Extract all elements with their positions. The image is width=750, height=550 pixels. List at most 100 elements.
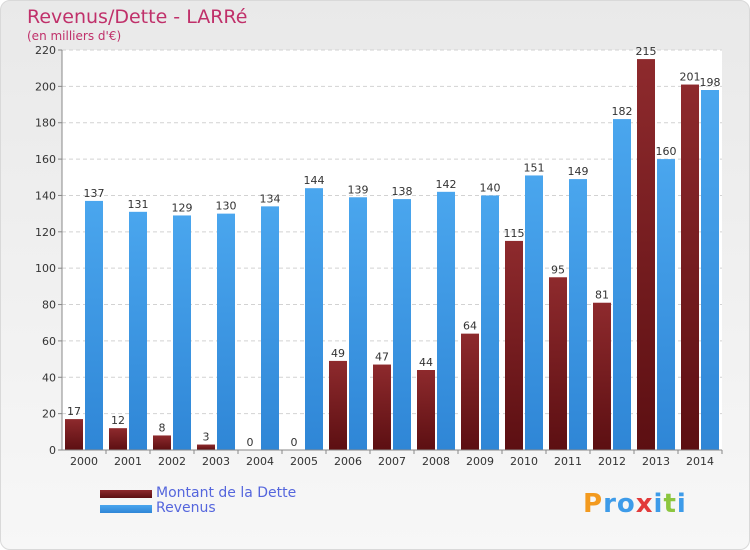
value-label-debt: 49: [331, 347, 345, 360]
proxiti-logo: Proxiti: [583, 489, 687, 519]
bar-debt: [197, 444, 215, 450]
value-labels: 17 137 12 131 8 129 3 130 0 134 0 144 49 139 47 138 44 14…: [67, 45, 721, 449]
value-label-revenus: 151: [524, 161, 545, 174]
value-label-revenus: 144: [304, 174, 325, 187]
bar-debt: [549, 277, 567, 450]
value-label-revenus: 138: [392, 185, 413, 198]
x-tick-label: 2003: [202, 455, 230, 468]
bar-revenus: [85, 200, 103, 450]
bar-revenus: [437, 191, 455, 450]
value-label-debt: 12: [111, 414, 125, 427]
bar-debt: [109, 428, 127, 450]
bar-revenus: [569, 179, 587, 450]
bar-debt: [637, 59, 655, 450]
x-tick-label: 2008: [422, 455, 450, 468]
value-label-revenus: 129: [172, 201, 193, 214]
y-tick-label: 200: [35, 80, 56, 93]
bar-revenus: [217, 213, 235, 450]
bar-revenus: [305, 188, 323, 450]
bar-debt: [461, 333, 479, 450]
value-label-revenus: 139: [348, 183, 369, 196]
value-label-revenus: 149: [568, 165, 589, 178]
bar-debt: [681, 84, 699, 450]
bar-revenus: [613, 119, 631, 450]
value-label-debt: 215: [636, 45, 657, 58]
y-tick-label: 140: [35, 189, 56, 202]
value-label-debt: 0: [291, 436, 298, 449]
x-tick-label: 2012: [598, 455, 626, 468]
legend-swatch-debt: [100, 490, 152, 498]
value-label-revenus: 134: [260, 192, 281, 205]
bar-revenus: [481, 195, 499, 450]
x-axis-labels: 2000 2001 2002 2003 2004 2005 2006 2007 2008 2009…: [70, 450, 723, 468]
y-tick-label: 120: [35, 226, 56, 239]
value-label-debt: 115: [504, 227, 525, 240]
y-tick-label: 60: [42, 335, 56, 348]
bar-revenus: [393, 199, 411, 450]
value-label-debt: 201: [680, 71, 701, 84]
value-label-revenus: 131: [128, 198, 149, 211]
x-tick-label: 2002: [158, 455, 186, 468]
value-label-revenus: 130: [216, 200, 237, 213]
x-tick-label: 2007: [378, 455, 406, 468]
value-label-debt: 3: [203, 431, 210, 444]
logo-letter: r: [603, 489, 617, 519]
bar-revenus: [173, 215, 191, 450]
value-label-debt: 64: [463, 320, 477, 333]
y-tick-label: 160: [35, 153, 56, 166]
value-label-debt: 44: [419, 356, 433, 369]
logo-letter: o: [616, 489, 636, 519]
logo-letter: i: [676, 489, 687, 519]
value-label-revenus: 160: [656, 145, 677, 158]
chart-title: Revenus/Dette - LARRé: [27, 6, 248, 28]
logo-letter: x: [635, 489, 654, 519]
logo-letter: i: [653, 489, 664, 519]
value-label-revenus: 137: [84, 187, 105, 200]
bar-debt: [153, 435, 171, 450]
y-tick-label: 180: [35, 117, 56, 130]
gridlines: [62, 49, 722, 415]
y-tick-label: 80: [42, 299, 56, 312]
y-tick-label: 220: [35, 44, 56, 57]
y-tick-label: 0: [49, 444, 56, 457]
bar-revenus: [129, 211, 147, 450]
bar-debt: [65, 419, 83, 450]
y-axis-labels: 0 20 40 60 80 100 120 140 160 180 200 220: [35, 44, 62, 457]
x-tick-label: 2014: [686, 455, 714, 468]
x-tick-label: 2000: [70, 455, 98, 468]
value-label-debt: 81: [595, 289, 609, 302]
value-label-revenus: 198: [700, 76, 721, 89]
logo-letter: t: [663, 489, 677, 519]
bar-debt: [505, 240, 523, 450]
chart-subtitle: (en milliers d'€): [27, 29, 122, 43]
value-label-revenus: 142: [436, 178, 457, 191]
y-tick-label: 40: [42, 371, 56, 384]
x-tick-label: 2010: [510, 455, 538, 468]
value-label-debt: 17: [67, 405, 81, 418]
bar-revenus: [349, 197, 367, 450]
bar-revenus: [525, 175, 543, 451]
bar-debt: [329, 360, 347, 450]
value-label-debt: 47: [375, 351, 389, 364]
bar-debt: [593, 302, 611, 450]
bar-debt: [373, 364, 391, 450]
y-tick-label: 20: [42, 408, 56, 421]
legend-label-debt: Montant de la Dette: [156, 485, 297, 501]
x-tick-label: 2011: [554, 455, 582, 468]
bar-revenus: [261, 206, 279, 450]
value-label-debt: 8: [159, 421, 166, 434]
value-label-debt: 95: [551, 263, 565, 276]
legend-swatch-revenus: [100, 505, 152, 513]
x-tick-label: 2005: [290, 455, 318, 468]
bar-revenus: [657, 159, 675, 450]
x-tick-label: 2001: [114, 455, 142, 468]
value-label-debt: 0: [247, 436, 254, 449]
x-tick-label: 2006: [334, 455, 362, 468]
bar-revenus: [701, 90, 719, 450]
x-tick-label: 2004: [246, 455, 274, 468]
logo-letter: P: [583, 489, 604, 519]
value-label-revenus: 140: [480, 181, 501, 194]
legend-label-revenus: Revenus: [156, 500, 216, 516]
x-tick-label: 2013: [642, 455, 670, 468]
